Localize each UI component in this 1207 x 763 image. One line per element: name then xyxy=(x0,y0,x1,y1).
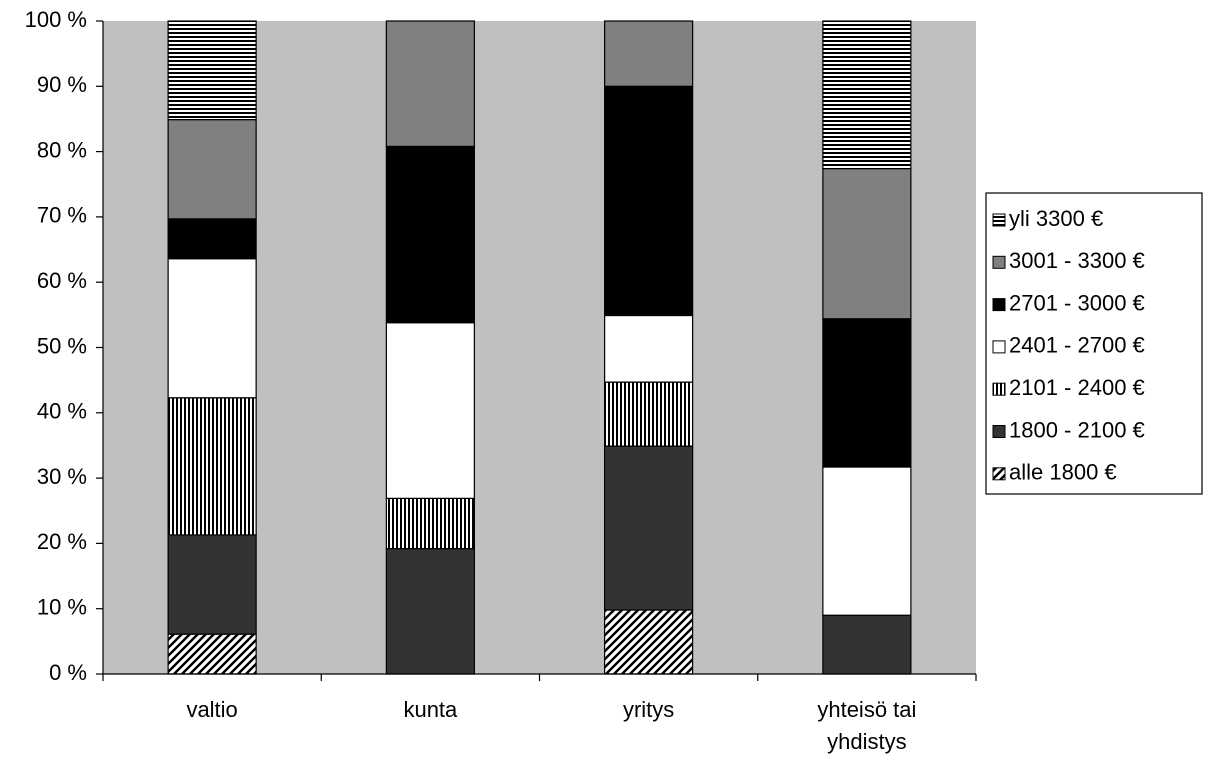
bar-segment-valtio-2701-3000-eur xyxy=(167,218,257,260)
bar-segment-kunta-1800-2100-eur xyxy=(385,548,475,675)
legend-label-2101-2400-eur: 2101 - 2400 € xyxy=(1009,375,1145,400)
bar-segment-valtio-2101-2400-eur xyxy=(167,397,257,536)
bar-segment-valtio-3001-3300-eur xyxy=(167,119,257,220)
legend-swatch-2701-3000-eur xyxy=(992,298,1006,312)
legend-label-yli-3300-eur: yli 3300 € xyxy=(1009,206,1103,231)
legend-swatch-2401-2700-eur xyxy=(992,340,1006,354)
bar-segment-valtio-2401-2700-eur xyxy=(167,258,257,399)
bar-segment-kunta-2701-3000-eur xyxy=(385,145,475,324)
bar-segment-yhteisö-tai-yhdistys-3001-3300-eur xyxy=(822,167,912,320)
y-tick-label: 30 % xyxy=(37,464,87,489)
bar-segment-yritys-2101-2400-eur xyxy=(604,381,694,447)
y-tick-label: 70 % xyxy=(37,203,87,228)
bar-segment-yritys-1800-2100-eur xyxy=(604,445,694,611)
x-tick-label: kunta xyxy=(403,697,458,722)
y-tick-label: 90 % xyxy=(37,72,87,97)
bar-segment-yhteisö-tai-yhdistys-yli-3300-eur xyxy=(822,20,912,170)
y-tick-label: 0 % xyxy=(49,660,87,685)
legend: yli 3300 € 3001 - 3300 € 2701 - 3000 € 2401… xyxy=(985,192,1203,495)
legend-label-alle-1800-eur: alle 1800 € xyxy=(1009,460,1117,485)
legend-label-1800-2100-eur: 1800 - 2100 € xyxy=(1009,417,1145,442)
bar-segment-yritys-alle-1800-eur xyxy=(604,609,694,675)
legend-box xyxy=(985,192,1203,495)
legend-swatch-yli-3300-eur xyxy=(992,213,1006,227)
bar-segment-yhteisö-tai-yhdistys-2701-3000-eur xyxy=(822,318,912,468)
legend-label-2701-3000-eur: 2701 - 3000 € xyxy=(1009,290,1145,315)
y-tick-label: 10 % xyxy=(37,595,87,620)
bar-segment-kunta-2401-2700-eur xyxy=(385,322,475,499)
legend-swatch-1800-2100-eur xyxy=(992,425,1006,438)
x-tick-label: yhteisö tai xyxy=(817,697,916,722)
y-tick-label: 20 % xyxy=(37,529,87,554)
bar-segment-kunta-2101-2400-eur xyxy=(385,497,475,550)
bar-segment-yritys-3001-3300-eur xyxy=(604,20,694,87)
x-tick-label: valtio xyxy=(186,697,237,722)
legend-swatch-3001-3300-eur xyxy=(992,255,1006,269)
y-tick-label: 100 % xyxy=(25,7,87,32)
bar-segment-kunta-3001-3300-eur xyxy=(385,20,475,147)
bar-segment-yritys-2701-3000-eur xyxy=(604,85,694,317)
legend-label-3001-3300-eur: 3001 - 3300 € xyxy=(1009,248,1145,273)
x-tick-label: yritys xyxy=(623,697,674,722)
legend-swatch-2101-2400-eur xyxy=(992,382,1006,396)
bar-segment-yritys-2401-2700-eur xyxy=(604,314,694,383)
y-tick-label: 60 % xyxy=(37,268,87,293)
axes-layer: 0 % 10 % 20 % 30 % 40 % 50 % 60 % 70 % 80 % 90 % 1… xyxy=(25,7,977,754)
legend-swatch-alle-1800-eur xyxy=(992,467,1006,481)
legend-label-2401-2700-eur: 2401 - 2700 € xyxy=(1009,333,1145,358)
y-tick-label: 50 % xyxy=(37,333,87,358)
bar-segment-valtio-1800-2100-eur xyxy=(167,534,257,635)
bar-segment-valtio-alle-1800-eur xyxy=(167,633,257,675)
y-tick-label: 40 % xyxy=(37,399,87,424)
bar-segment-yhteisö-tai-yhdistys-2401-2700-eur xyxy=(822,466,912,616)
x-tick-label: yhdistys xyxy=(827,729,906,754)
bars-layer xyxy=(167,20,912,675)
bar-segment-valtio-yli-3300-eur xyxy=(167,20,257,121)
bar-segment-yhteisö-tai-yhdistys-1800-2100-eur xyxy=(822,614,912,675)
y-tick-label: 80 % xyxy=(37,137,87,162)
